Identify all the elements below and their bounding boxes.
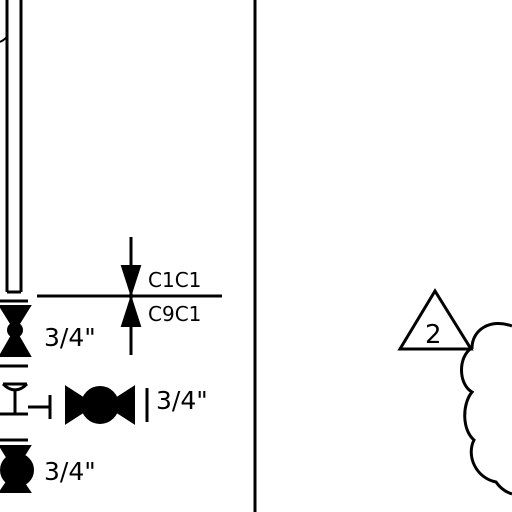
revision-number: 2 (425, 320, 442, 350)
gate-valve-lower (0, 438, 34, 493)
pipe-tie-lines (0, 299, 28, 368)
valve-actuator (0, 382, 52, 419)
globe-valve-horizontal (65, 385, 149, 425)
gate-valve-upper (0, 305, 32, 357)
valve-size-label-lower: 3/4" (44, 457, 96, 486)
revision-cloud (460, 322, 512, 496)
tie-in-marker (120, 237, 142, 355)
tie-in-code-top: C1C1 (148, 268, 201, 292)
tie-in-code-bottom: C9C1 (148, 302, 201, 326)
revision-triangle (397, 288, 474, 351)
vertical-pipe (0, 0, 23, 294)
valve-size-label-middle: 3/4" (156, 386, 208, 415)
valve-size-label-upper: 3/4" (44, 323, 96, 352)
